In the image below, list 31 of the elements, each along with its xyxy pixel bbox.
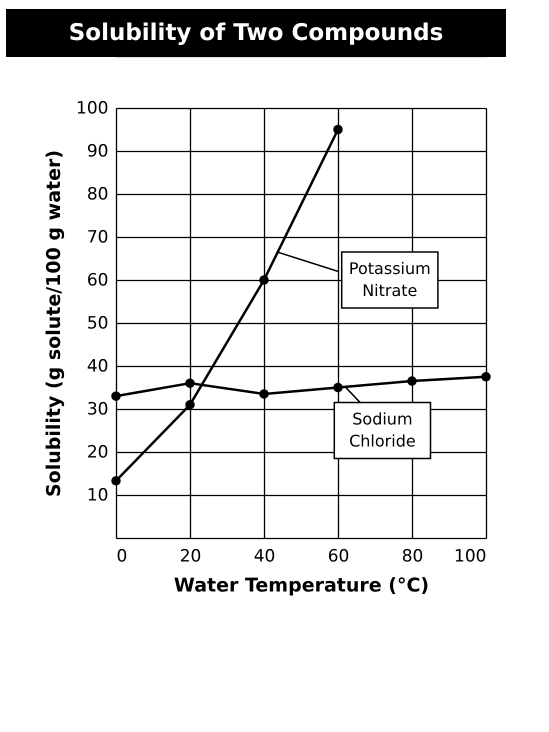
point <box>333 124 343 134</box>
point <box>111 391 121 401</box>
point <box>407 376 417 386</box>
y-tick-label: 30 <box>86 400 108 420</box>
point <box>185 400 195 410</box>
y-tick-label: 50 <box>86 314 108 334</box>
legend-label: Potassium Nitrate <box>348 259 431 300</box>
x-tick-label: 80 <box>402 546 424 566</box>
x-tick-label: 60 <box>328 546 350 566</box>
x-tick-label: 40 <box>254 546 276 566</box>
point <box>111 476 121 486</box>
y-tick-label: 100 <box>76 98 108 118</box>
y-axis-title: Solubility (g solute/100 g water) <box>43 150 66 498</box>
point <box>259 275 269 285</box>
y-tick-label: 20 <box>86 442 108 462</box>
point <box>481 372 491 382</box>
series-label: Sodium Chloride <box>349 410 416 450</box>
y-tick-label: 80 <box>86 184 108 204</box>
x-tick-label: 0 <box>116 546 128 566</box>
y-tick-label: 60 <box>86 270 108 290</box>
y-tick-label: 90 <box>86 142 108 162</box>
x-axis-title: Water Temperature (°C) <box>174 574 430 596</box>
y-tick-label: 40 <box>86 356 108 376</box>
point <box>259 389 269 399</box>
y-tick-label: 10 <box>86 486 108 506</box>
point <box>185 378 195 388</box>
chart-title: Solubility of Two Compounds <box>68 20 444 46</box>
x-tick-label: 100 <box>454 546 486 566</box>
point <box>333 382 343 392</box>
x-tick-label: 20 <box>180 546 202 566</box>
y-tick-label: 70 <box>86 228 108 248</box>
